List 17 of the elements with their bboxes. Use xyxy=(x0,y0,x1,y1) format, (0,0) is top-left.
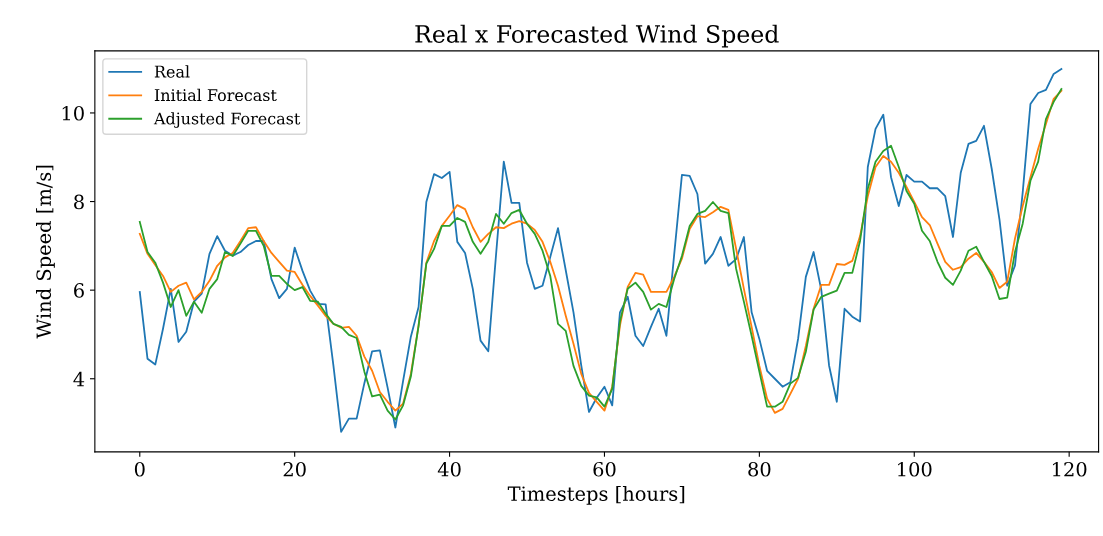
y-tick-label: 6 xyxy=(74,283,84,298)
x-tick-label: 60 xyxy=(593,461,616,477)
y-axis-title: Wind Speed [m/s] xyxy=(36,165,55,339)
legend-label: Real xyxy=(154,65,190,78)
x-axis-title: Timesteps [hours] xyxy=(507,485,685,505)
y-tick-label: 10 xyxy=(62,105,84,121)
x-tick-label: 120 xyxy=(1052,461,1087,477)
x-tick-label: 20 xyxy=(283,461,306,477)
x-tick-label: 0 xyxy=(134,461,145,477)
legend-label: Initial Forecast xyxy=(154,88,277,102)
y-tick-label: 8 xyxy=(74,194,84,210)
x-tick-label: 80 xyxy=(748,461,771,477)
x-tick-label: 40 xyxy=(437,461,461,477)
chart-title: Real x Forecasted Wind Speed xyxy=(415,24,779,48)
y-tick-label: 4 xyxy=(73,371,85,387)
x-tick-label: 100 xyxy=(898,461,932,477)
legend-label: Adjusted Forecast xyxy=(153,112,301,128)
